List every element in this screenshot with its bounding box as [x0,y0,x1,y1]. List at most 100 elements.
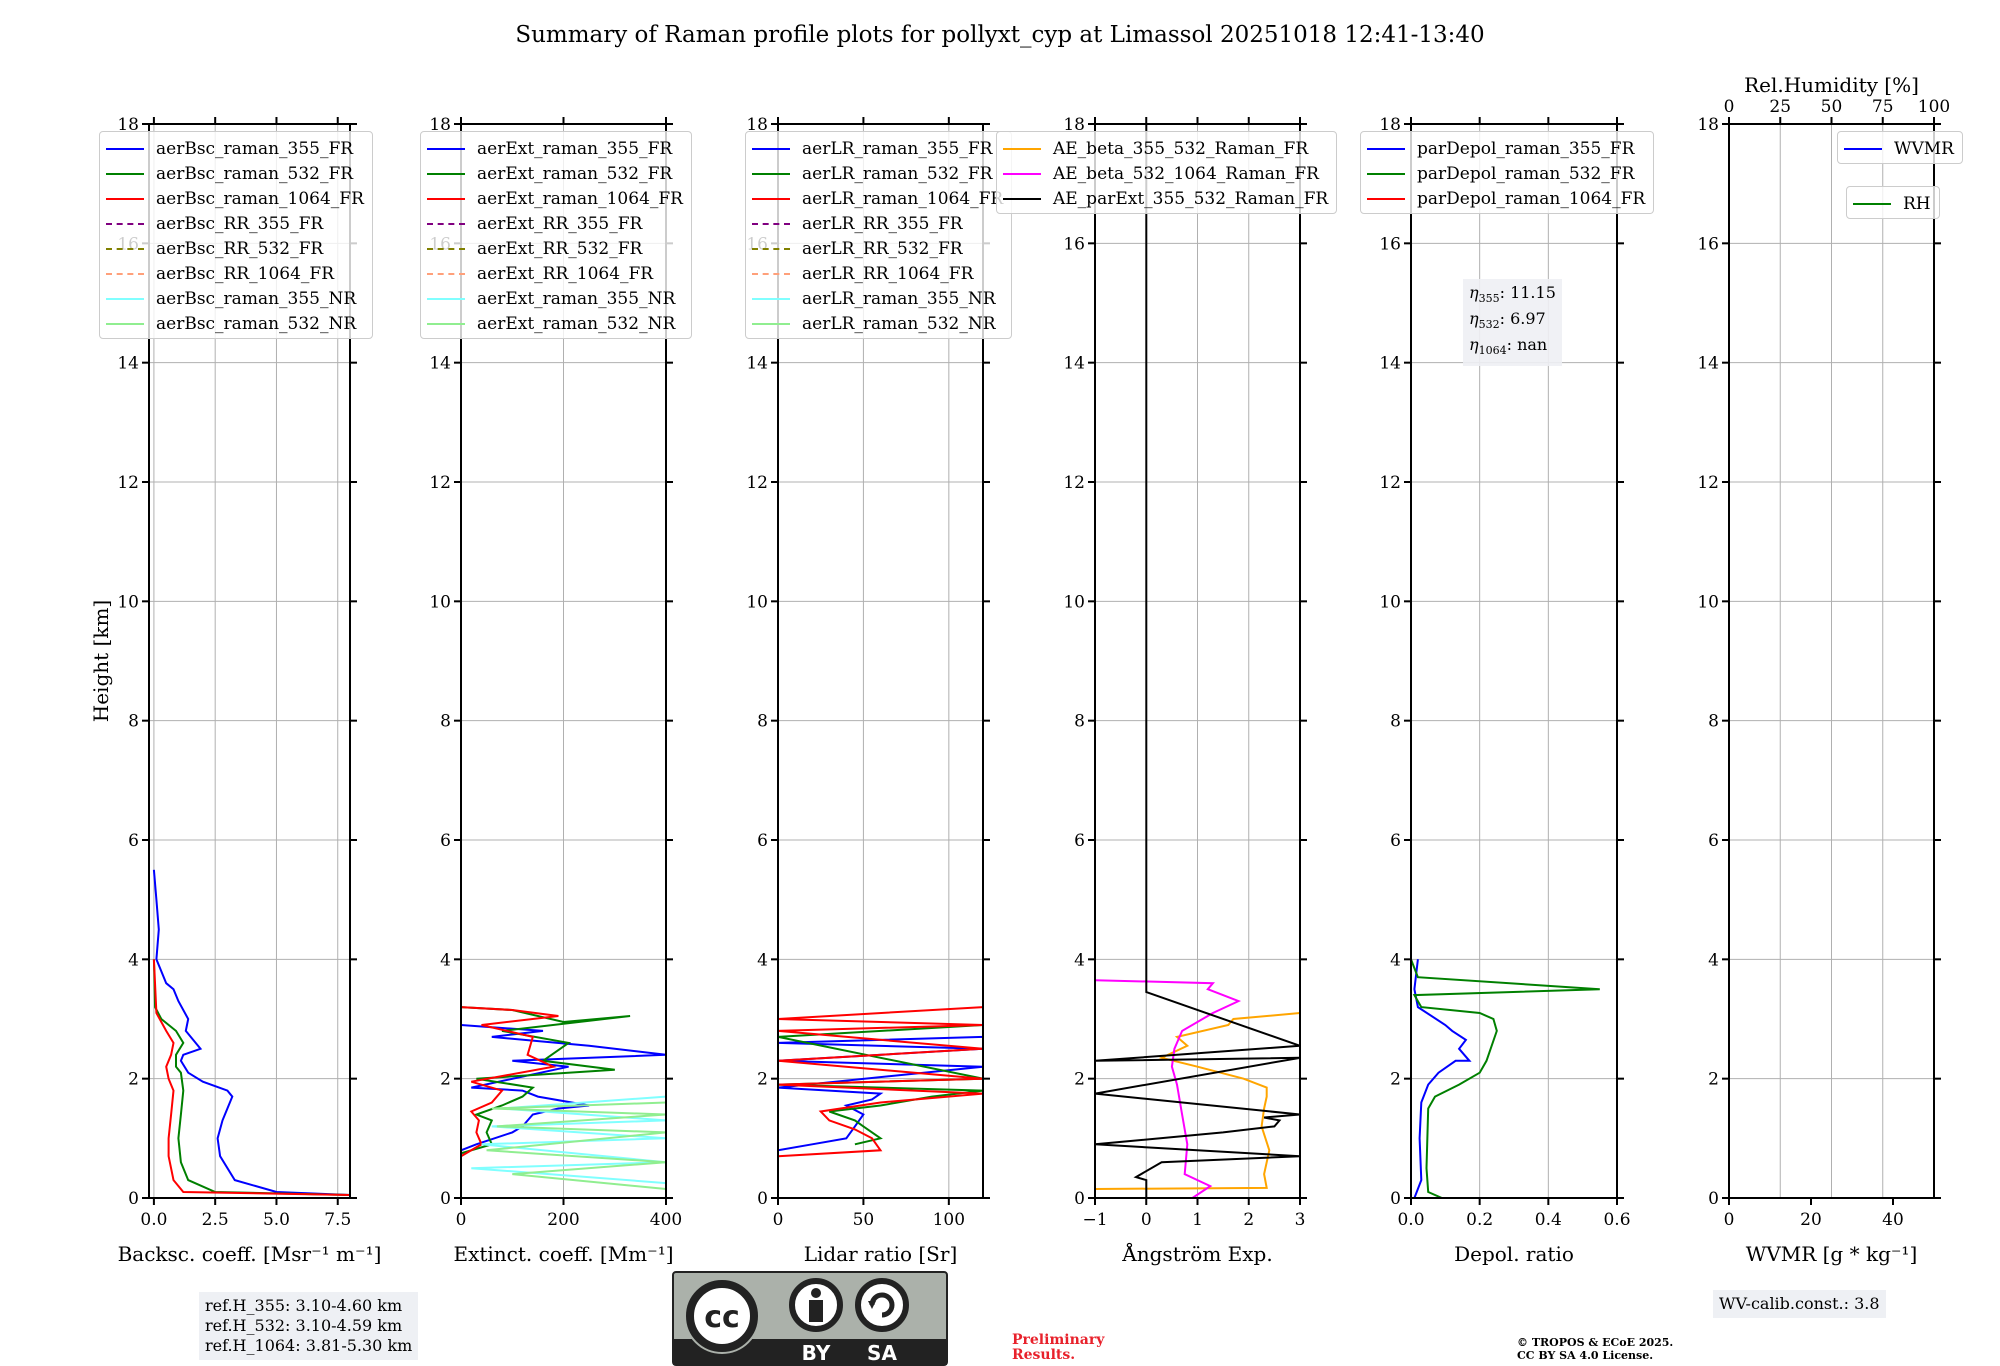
legend-label: WVMR [1894,138,1954,159]
y-tick-label: 6 [757,831,768,851]
legend-line-swatch [427,197,465,200]
legend-entry: aerLR_raman_532_NR [752,311,1003,336]
legend-line-swatch [1367,197,1405,200]
legend-entry: aerLR_RR_532_FR [752,236,1003,261]
legend-line-swatch [427,222,465,225]
legend-entry: aerExt_raman_1064_FR [427,186,683,211]
y-tick-label: 6 [128,831,139,851]
legend-entry: parDepol_raman_355_FR [1367,136,1645,161]
x-tick-label: 0.0 [140,1210,167,1230]
legend-line-swatch [752,172,790,175]
series-line-AE_beta_355_532_Raman_FR [1095,1012,1300,1190]
x-tick-label: 0 [1141,1210,1152,1230]
legend-label: AE_beta_355_532_Raman_FR [1053,138,1309,159]
legend-line-swatch [106,197,144,200]
series-line-aerLR_raman_1064_FR [778,1006,983,1158]
legend-label: aerLR_raman_355_FR [802,138,993,159]
by-label: BY [802,1341,831,1365]
x-axis-label: Ångström Exp. [1121,1241,1272,1266]
legend-line-swatch [752,222,790,225]
y-tick-label: 8 [1708,712,1719,732]
figure-title: Summary of Raman profile plots for polly… [515,22,1485,48]
series-line-AE_parExt_355_532_Raman_FR [1095,124,1300,1198]
y-tick-label: 14 [117,354,139,374]
y-tick-label: 10 [429,592,451,612]
y-tick-label: 4 [128,950,139,970]
eta-532: η532: 6.97 [1469,309,1546,332]
legend-entry: aerExt_raman_355_FR [427,136,683,161]
legend-label: aerLR_RR_355_FR [802,213,963,234]
copyright-note: © TROPOS & ECoE 2025. CC BY SA 4.0 Licen… [1517,1336,1673,1362]
legend-entry: aerLR_raman_1064_FR [752,186,1003,211]
legend-wvmr: WVMR [1837,131,1963,164]
x-axis-label: WVMR [g * kg⁻¹] [1746,1242,1918,1266]
legend-entry: AE_parExt_355_532_Raman_FR [1003,186,1328,211]
x-tick-label: 5.0 [263,1210,290,1230]
y-tick-label: 14 [1379,354,1401,374]
y-tick-label: 12 [746,473,768,493]
legend-line-swatch [106,222,144,225]
x-tick-label: 0.0 [1397,1210,1424,1230]
legend-label: aerExt_raman_532_NR [477,313,676,334]
legend-label: aerExt_RR_1064_FR [477,263,654,284]
legend-line-swatch [752,247,790,250]
x-tick-label: 0 [773,1210,784,1230]
x2-tick-label: 25 [1769,97,1791,117]
y-tick-label: 12 [117,473,139,493]
x-tick-label: 200 [547,1210,579,1230]
legend-label: aerLR_RR_1064_FR [802,263,974,284]
y-tick-label: 4 [1390,950,1401,970]
y-tick-label: 6 [440,831,451,851]
legend-entry: aerBsc_raman_355_FR [106,136,364,161]
legend-entry: aerExt_RR_532_FR [427,236,683,261]
y-tick-label: 8 [1074,712,1085,732]
series-group [152,869,350,1196]
legend-line-swatch [427,247,465,250]
y-tick-label: 10 [1697,592,1719,612]
copyright-line-1: © TROPOS & ECoE 2025. [1517,1336,1674,1349]
y-tick-label: 14 [1063,354,1085,374]
x-tick-label: 0 [456,1210,467,1230]
y-tick-label: 14 [1697,354,1719,374]
legend-entry: aerBsc_raman_532_NR [106,311,364,336]
y-tick-label: 8 [128,712,139,732]
axes-frame [777,123,984,1199]
legend-line-swatch [1367,172,1405,175]
legend-line-swatch [752,272,790,275]
series-group [1095,124,1300,1198]
legend-label: aerBsc_RR_532_FR [156,238,324,259]
y-tick-label: 18 [1697,115,1719,135]
legend-entry: aerExt_RR_355_FR [427,211,683,236]
legend-entry: aerExt_raman_532_NR [427,311,683,336]
x-axis-label: Depol. ratio [1454,1242,1574,1266]
y-tick-label: 18 [1379,115,1401,135]
x2-tick-label: 100 [1918,97,1950,117]
series-group [1411,958,1600,1198]
eta-355: η355: 11.15 [1469,283,1556,306]
series-group [778,1006,983,1158]
cc-license-badge[interactable]: cc BY SA [672,1271,948,1366]
x-tick-label: 100 [933,1210,965,1230]
eta-1064: η1064: nan [1469,335,1548,358]
legend-rh: RH [1846,186,1940,219]
legend-line-swatch [427,147,465,150]
series-line-aerExt_raman_532_FR [461,1006,631,1155]
y-tick-label: 2 [757,1070,768,1090]
copyright-line-2: CC BY SA 4.0 License. [1517,1349,1654,1362]
legend-line-swatch [752,297,790,300]
ref-height-1064: ref.H_1064: 3.81-5.30 km [205,1336,413,1355]
series-line-aerExt_raman_532_NR [486,1101,666,1190]
axes-frame [148,123,351,1199]
legend-line-swatch [1003,197,1041,200]
y-tick-label: 2 [1390,1070,1401,1090]
legend-label: parDepol_raman_355_FR [1417,138,1635,159]
legend-line-swatch [1003,172,1041,175]
series-line-aerExt_raman_355_NR [471,1095,666,1185]
legend-entry: aerLR_RR_1064_FR [752,261,1003,286]
legend-entry: aerLR_raman_355_FR [752,136,1003,161]
legend-label: aerBsc_RR_1064_FR [156,263,335,284]
legend-label: aerBsc_raman_532_NR [156,313,357,334]
x-tick-label: 40 [1882,1210,1904,1230]
x-tick-label: 400 [650,1210,682,1230]
